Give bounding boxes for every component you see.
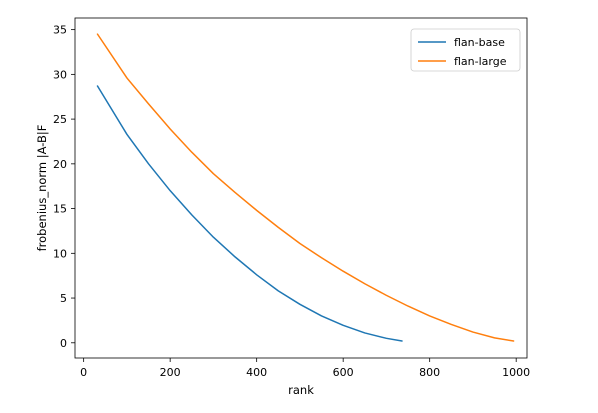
legend-label-flan-large: flan-large [454, 55, 507, 68]
y-tick-label: 15 [53, 203, 67, 216]
y-tick-label: 20 [53, 158, 67, 171]
x-tick-label: 200 [160, 366, 181, 379]
legend: flan-base flan-large [410, 28, 521, 72]
series-line-flan-base [96, 85, 403, 342]
y-axis: 0 5 10 15 20 25 30 35 [53, 24, 75, 350]
y-tick-label: 5 [60, 292, 67, 305]
x-tick-label: 1000 [502, 366, 530, 379]
x-axis-label: rank [288, 383, 314, 397]
series-lines [96, 33, 515, 342]
x-tick-label: 600 [333, 366, 354, 379]
y-tick-label: 0 [60, 337, 67, 350]
y-tick-label: 10 [53, 247, 67, 260]
x-tick-label: 800 [419, 366, 440, 379]
y-tick-label: 30 [53, 68, 67, 81]
legend-label-flan-base: flan-base [454, 36, 505, 49]
y-tick-label: 35 [53, 24, 67, 37]
x-tick-label: 0 [80, 366, 87, 379]
x-axis: 0 200 400 600 800 1000 [80, 358, 530, 379]
x-tick-label: 400 [246, 366, 267, 379]
y-axis-label: frobenius_norm |A-B|F [35, 125, 49, 252]
series-line-flan-large [96, 33, 515, 342]
y-tick-label: 25 [53, 113, 67, 126]
plot-area [74, 17, 528, 359]
